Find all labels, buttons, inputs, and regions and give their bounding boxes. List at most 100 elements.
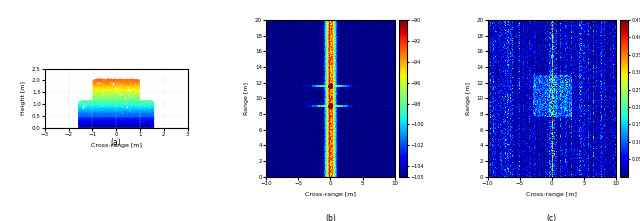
Point [116, 111, 127, 114]
Point [137, 110, 147, 114]
Point [129, 107, 140, 110]
Point [92, 95, 102, 99]
Point [105, 110, 115, 113]
Point [90, 99, 100, 102]
Point [113, 88, 123, 91]
Point [91, 103, 101, 106]
Point [146, 105, 156, 108]
Point [83, 124, 93, 127]
Point [112, 122, 122, 125]
Point [100, 124, 111, 127]
Point [77, 109, 87, 112]
Point [126, 88, 136, 91]
Point [96, 94, 106, 97]
Point [84, 124, 94, 127]
Point [76, 118, 86, 121]
Point [96, 86, 106, 89]
Point [129, 120, 140, 124]
Point [111, 91, 121, 95]
Point [132, 85, 143, 89]
Point [125, 116, 136, 120]
Point [124, 120, 134, 124]
Point [132, 97, 143, 101]
Point [111, 122, 122, 126]
Point [105, 118, 115, 122]
Point [130, 126, 140, 129]
Point [128, 93, 138, 96]
Point [143, 126, 153, 129]
Point [132, 90, 142, 94]
Point [128, 91, 138, 95]
Point [120, 111, 131, 115]
Point [108, 115, 118, 118]
Point [102, 103, 113, 106]
Point [92, 83, 102, 87]
Point [131, 120, 141, 124]
Point [111, 78, 121, 82]
Point [80, 100, 90, 103]
Point [99, 79, 109, 82]
Point [106, 100, 116, 103]
Point [126, 87, 136, 91]
Point [142, 109, 152, 112]
Point [125, 110, 136, 113]
Point [88, 110, 98, 114]
Point [126, 84, 136, 88]
Point [81, 125, 92, 128]
Point [124, 79, 134, 83]
Point [77, 100, 88, 103]
Point [92, 101, 102, 104]
Point [134, 95, 144, 99]
Point [100, 123, 111, 126]
Point [129, 94, 140, 97]
Point [99, 123, 109, 126]
Point [111, 107, 121, 110]
Point [118, 104, 128, 107]
Point [115, 112, 125, 115]
Point [120, 86, 130, 90]
Point [141, 113, 152, 117]
Point [143, 118, 154, 122]
Point [145, 126, 155, 130]
Point [127, 96, 138, 100]
Point [88, 100, 99, 104]
Point [132, 86, 142, 90]
Point [116, 79, 126, 82]
Point [141, 110, 152, 113]
Point [125, 82, 135, 86]
Point [107, 109, 117, 112]
Point [106, 101, 116, 104]
Point [106, 100, 116, 104]
Point [98, 118, 108, 122]
Point [114, 123, 124, 127]
Point [80, 123, 90, 127]
Point [131, 126, 141, 129]
Point [113, 104, 124, 108]
Point [95, 120, 105, 124]
Point [133, 121, 143, 125]
Point [84, 110, 94, 114]
Point [76, 113, 86, 116]
Point [104, 114, 115, 117]
Point [129, 93, 140, 97]
Point [142, 117, 152, 121]
Point [81, 124, 91, 128]
Point [129, 124, 139, 128]
Point [138, 111, 148, 114]
Point [146, 124, 156, 128]
Point [123, 79, 133, 82]
Point [80, 113, 90, 116]
Point [129, 92, 139, 95]
Point [93, 92, 103, 96]
Point [112, 103, 122, 106]
Point [112, 97, 122, 101]
Point [134, 109, 145, 112]
Point [128, 98, 138, 101]
Point [91, 124, 101, 127]
Point [84, 100, 95, 103]
Point [102, 117, 112, 120]
Point [146, 125, 156, 129]
Point [124, 123, 134, 127]
Point [146, 113, 156, 117]
Point [101, 78, 111, 82]
